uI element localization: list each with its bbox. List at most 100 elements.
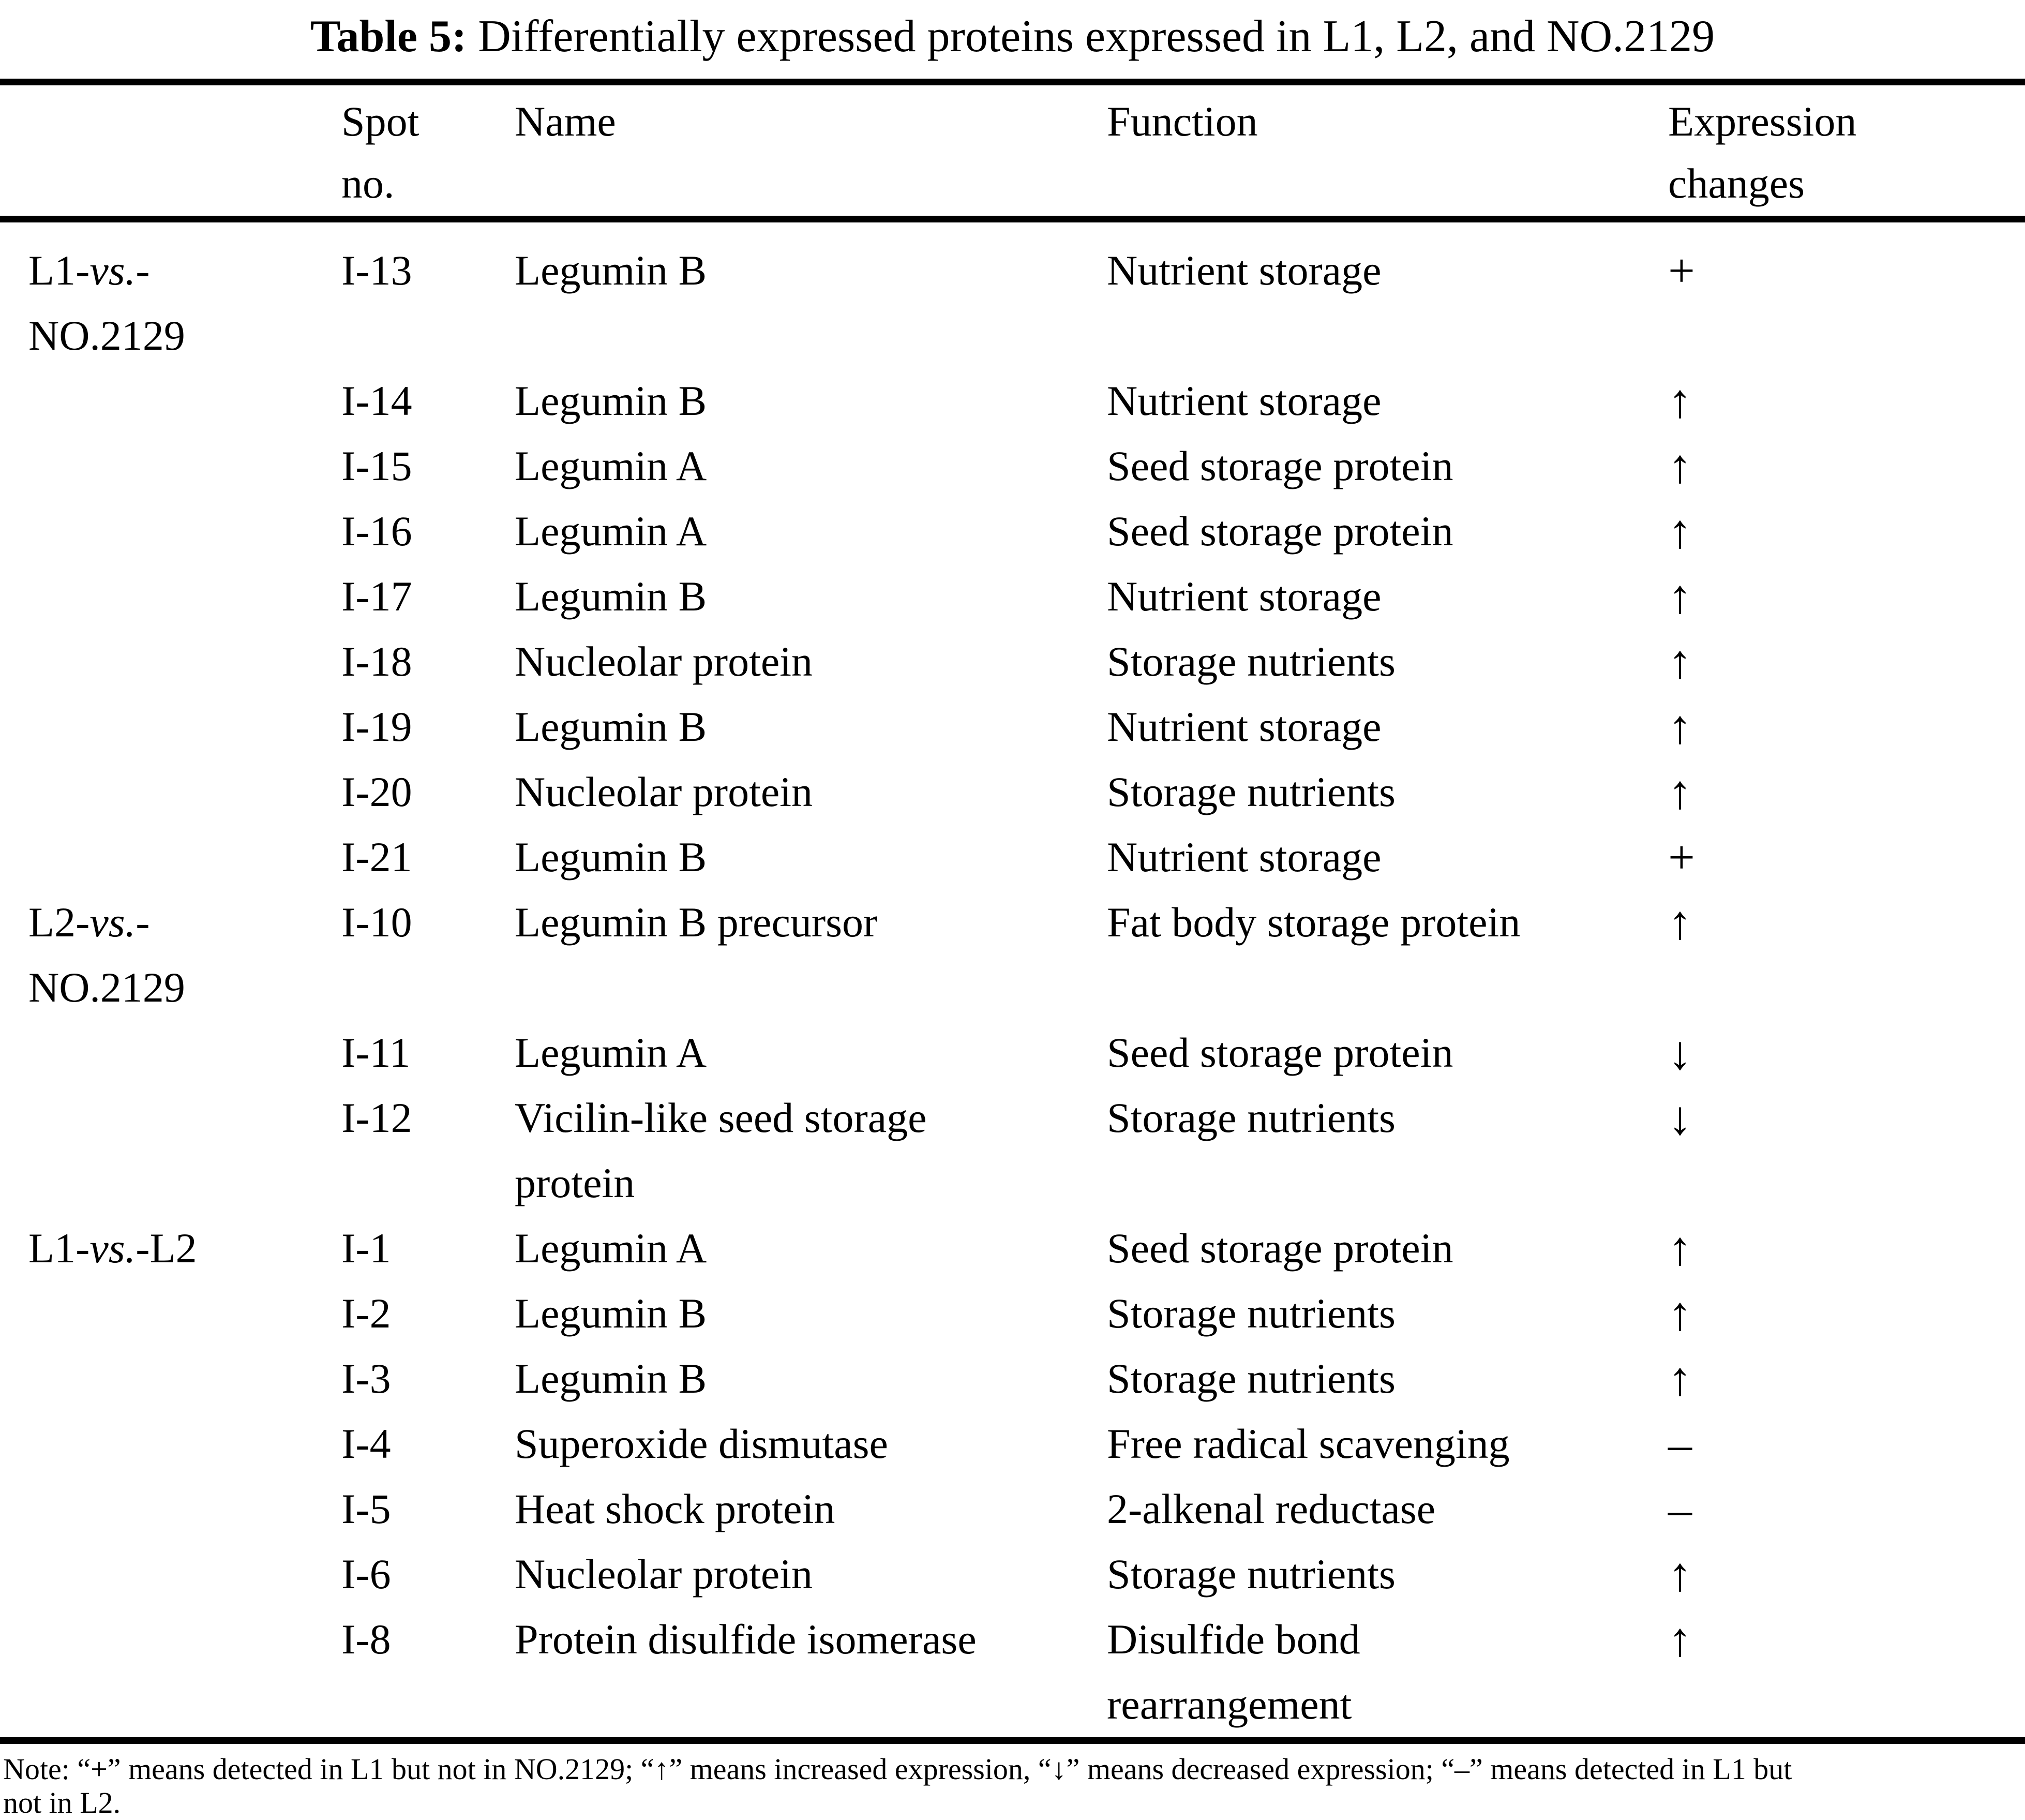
- protein-name-line1: Legumin B: [515, 377, 707, 424]
- protein-name-cell: Legumin B: [515, 368, 1107, 434]
- function-line1: Seed storage protein: [1107, 442, 1453, 489]
- group-label-cell: [28, 1607, 341, 1737]
- function-line1: Seed storage protein: [1107, 508, 1453, 555]
- function-line1: Storage nutrients: [1107, 1550, 1396, 1598]
- group-label-cell: L2-vs.- NO.2129: [28, 890, 341, 1020]
- group-label-vs: vs.: [89, 899, 136, 946]
- expression-change-cell: ↓: [1668, 1026, 1692, 1079]
- footnote-line2: not in L2.: [3, 1786, 121, 1819]
- table-row: I-4 Superoxide dismutase Free radical scav…: [0, 1411, 2025, 1476]
- function-line1: Storage nutrients: [1107, 1290, 1396, 1337]
- protein-name-line1: Heat shock protein: [515, 1485, 835, 1532]
- protein-name-cell: Legumin B: [515, 238, 1107, 368]
- protein-name-line1: Legumin A: [515, 1029, 707, 1076]
- expression-change-cell: ↑: [1668, 766, 1692, 818]
- function-cell: Storage nutrients: [1107, 1085, 1668, 1216]
- spot-no-cell: I-13: [341, 247, 412, 294]
- table-row: I-6 Nucleolar protein Storage nutrients ↑: [0, 1542, 2025, 1607]
- protein-name-line2: protein: [515, 1159, 635, 1206]
- group-label-cell: [28, 694, 341, 759]
- function-line1: Nutrient storage: [1107, 833, 1382, 881]
- expression-change-cell: ↑: [1668, 1613, 1692, 1666]
- function-cell: Seed storage protein: [1107, 434, 1668, 499]
- table-row: I-19 Legumin B Nutrient storage ↑: [0, 694, 2025, 759]
- group-label-post: -: [136, 899, 150, 946]
- table-row: I-21 Legumin B Nutrient storage +: [0, 825, 2025, 890]
- expression-change-cell: ↑: [1668, 1548, 1692, 1601]
- protein-name-line1: Legumin B: [515, 1290, 707, 1337]
- top-rule: [0, 79, 2025, 85]
- function-line1: Storage nutrients: [1107, 638, 1396, 685]
- expression-change-cell: ↑: [1668, 635, 1692, 688]
- table-row: I-8 Protein disulfide isomerase Disulfide …: [0, 1607, 2025, 1737]
- header-group-spacer: [28, 91, 341, 216]
- function-line1: Seed storage protein: [1107, 1029, 1453, 1076]
- protein-name-cell: Legumin B: [515, 825, 1107, 890]
- protein-name-cell: Legumin A: [515, 1216, 1107, 1281]
- spot-no-cell: I-2: [341, 1290, 391, 1337]
- protein-name-cell: Nucleolar protein: [515, 759, 1107, 825]
- table-row: I-5 Heat shock protein 2-alkenal reductase…: [0, 1476, 2025, 1542]
- header-rule: [0, 216, 2025, 222]
- protein-name-cell: Legumin B precursor: [515, 890, 1107, 1020]
- function-cell: Storage nutrients: [1107, 759, 1668, 825]
- function-line1: Fat body storage protein: [1107, 899, 1521, 946]
- protein-name-cell: Legumin A: [515, 499, 1107, 564]
- table-row: I-20 Nucleolar protein Storage nutrients ↑: [0, 759, 2025, 825]
- function-cell: Seed storage protein: [1107, 499, 1668, 564]
- expression-change-cell: ↑: [1668, 700, 1692, 753]
- spot-no-cell: I-17: [341, 573, 412, 620]
- protein-name-line1: Nucleolar protein: [515, 768, 813, 815]
- function-cell: Disulfide bond rearrangement: [1107, 1607, 1668, 1737]
- table-row: I-3 Legumin B Storage nutrients ↑: [0, 1346, 2025, 1411]
- protein-name-cell: Nucleolar protein: [515, 629, 1107, 694]
- function-line1: Storage nutrients: [1107, 1355, 1396, 1402]
- group-label-cell: L1-vs.-L2: [28, 1216, 341, 1281]
- protein-name-cell: Legumin B: [515, 694, 1107, 759]
- function-line1: Nutrient storage: [1107, 377, 1382, 424]
- group-label-cell: [28, 1346, 341, 1411]
- table-row: L1-vs.- NO.2129 I-13 Legumin B Nutrient stor…: [0, 238, 2025, 368]
- function-cell: Storage nutrients: [1107, 629, 1668, 694]
- table-row: I-11 Legumin A Seed storage protein ↓: [0, 1020, 2025, 1085]
- expression-change-cell: ↑: [1668, 1222, 1692, 1275]
- table-header-row: Spot no. Name Function Expression change…: [0, 85, 2025, 216]
- function-cell: Seed storage protein: [1107, 1020, 1668, 1085]
- group-label-cell: [28, 759, 341, 825]
- group-label-cell: [28, 1085, 341, 1216]
- bottom-rule: [0, 1737, 2025, 1744]
- function-line1: Storage nutrients: [1107, 1094, 1396, 1141]
- group-label-cell: [28, 368, 341, 434]
- table-row: I-18 Nucleolar protein Storage nutrients ↑: [0, 629, 2025, 694]
- protein-name-cell: Legumin B: [515, 1281, 1107, 1346]
- group-label-cell: [28, 1411, 341, 1476]
- function-cell: Storage nutrients: [1107, 1346, 1668, 1411]
- function-cell: Fat body storage protein: [1107, 890, 1668, 1020]
- group-label-cell: [28, 629, 341, 694]
- function-cell: Nutrient storage: [1107, 564, 1668, 629]
- table-row: I-16 Legumin A Seed storage protein ↑: [0, 499, 2025, 564]
- group-label-line1: L1-vs.-L2: [28, 1216, 341, 1281]
- protein-name-line1: Legumin B: [515, 573, 707, 620]
- spot-no-cell: I-3: [341, 1355, 391, 1402]
- group-label-cell: [28, 825, 341, 890]
- spot-no-cell: I-14: [341, 377, 412, 424]
- protein-name-line1: Legumin B: [515, 1355, 707, 1402]
- expression-change-cell: ↑: [1668, 375, 1692, 427]
- expression-change-cell: ↑: [1668, 1287, 1692, 1340]
- protein-name-cell: Legumin A: [515, 1020, 1107, 1085]
- expression-change-cell: ↑: [1668, 896, 1692, 949]
- table-caption: Differentially expressed proteins expres…: [467, 11, 1715, 62]
- function-cell: Free radical scavenging: [1107, 1411, 1668, 1476]
- function-cell: Nutrient storage: [1107, 368, 1668, 434]
- protein-name-line1: Protein disulfide isomerase: [515, 1616, 977, 1663]
- spot-no-cell: I-11: [341, 1029, 411, 1076]
- group-label-post: -L2: [136, 1225, 197, 1272]
- table-row: I-17 Legumin B Nutrient storage ↑: [0, 564, 2025, 629]
- group-label-line2: NO.2129: [28, 312, 185, 359]
- group-label-line1: L2-vs.-: [28, 890, 341, 955]
- function-cell: Seed storage protein: [1107, 1216, 1668, 1281]
- table-row: I-14 Legumin B Nutrient storage ↑: [0, 368, 2025, 434]
- group-label-vs: vs.: [89, 247, 136, 294]
